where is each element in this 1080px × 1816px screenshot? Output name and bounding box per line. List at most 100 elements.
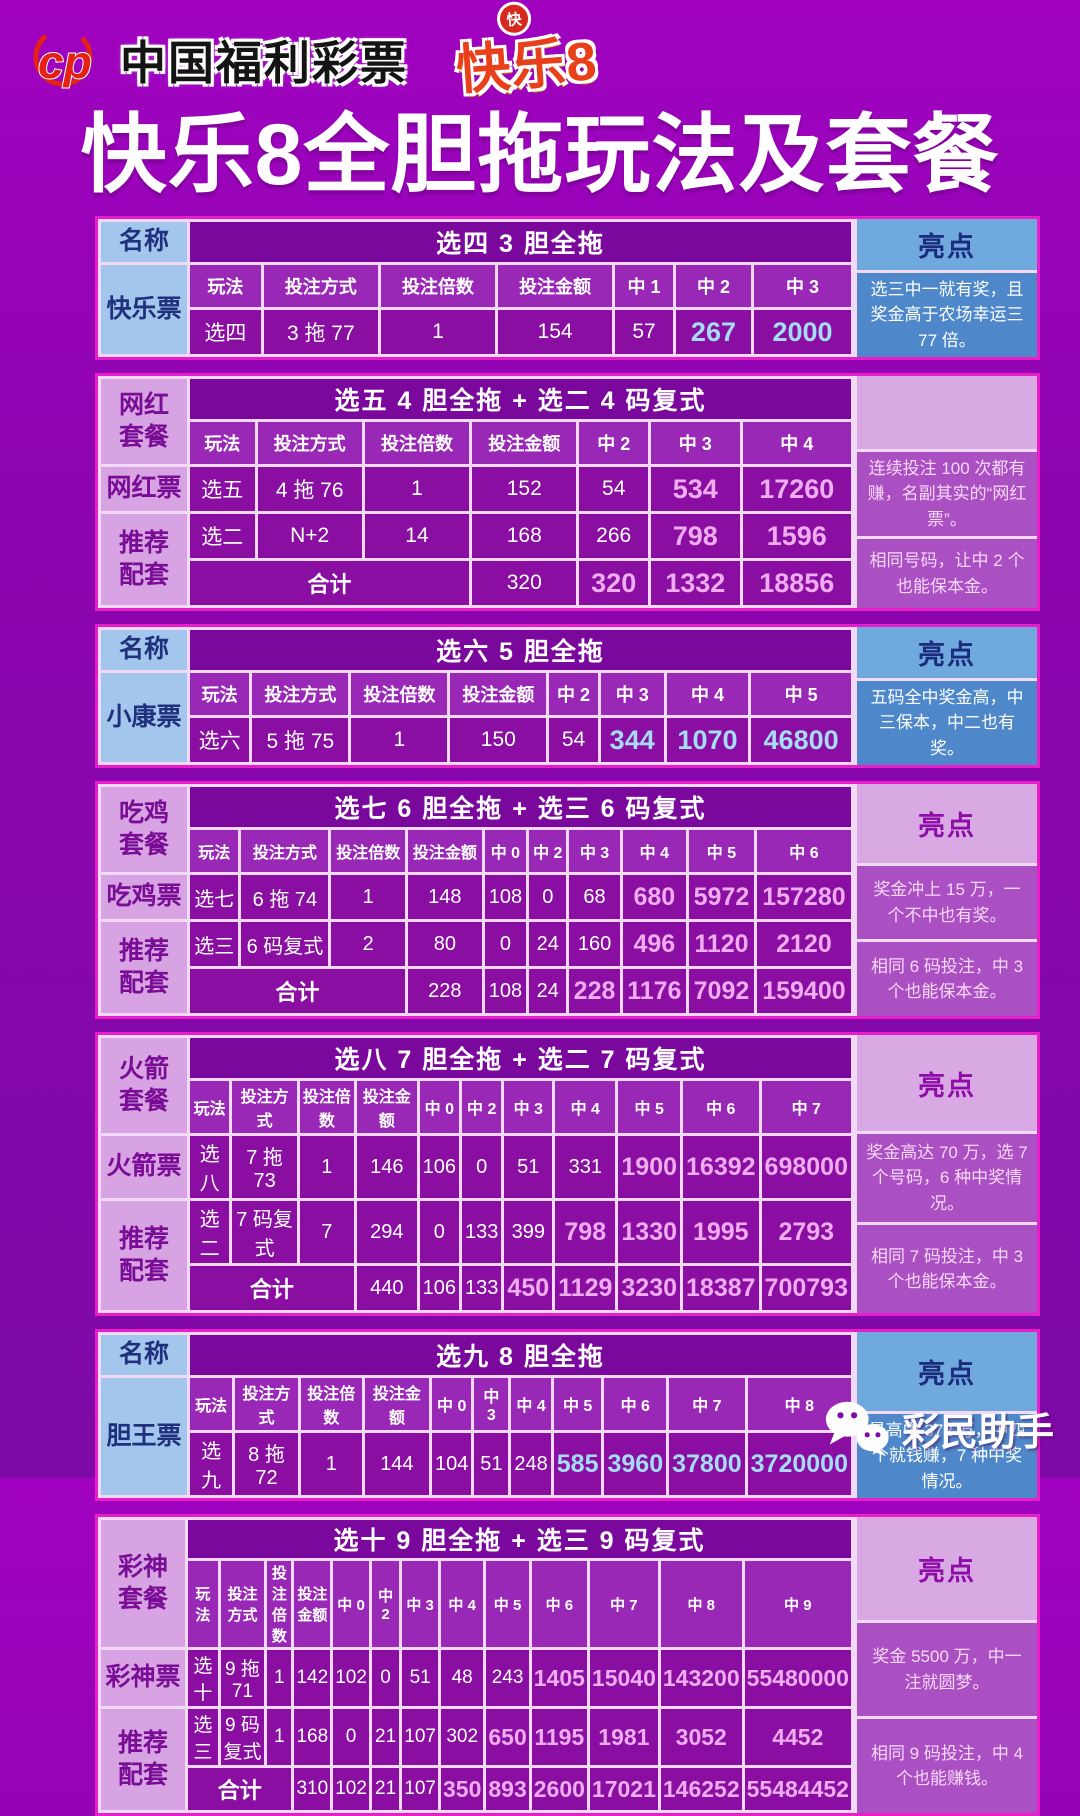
- column-header: 中 4: [619, 827, 690, 875]
- column-header: 中 2: [672, 262, 755, 310]
- cell: 55484452: [741, 1765, 855, 1813]
- column-header: 玩法: [187, 419, 258, 467]
- side-label: 名称: [98, 219, 190, 265]
- cell: 1995: [680, 1198, 762, 1266]
- sum-label: 合计: [184, 1765, 295, 1813]
- cell: 267: [672, 307, 755, 357]
- header: cp 中国福利彩票 快乐8 快: [0, 0, 1080, 104]
- column-header: 中 6: [680, 1078, 762, 1136]
- cell: 496: [619, 919, 690, 969]
- cell: 585: [550, 1430, 605, 1498]
- package-card-wanghong: 网红 套餐 选五 4 胆全拖 + 选二 4 码复式 玩法 投注方式 投注倍数 投注金额中 …: [95, 373, 1040, 611]
- cell: 104: [428, 1430, 475, 1498]
- cell: 2600: [528, 1765, 590, 1813]
- cell: 3960: [601, 1430, 670, 1498]
- cell: 1: [348, 715, 451, 765]
- column-header: 中 3: [501, 1078, 556, 1136]
- cell: 1129: [552, 1263, 619, 1313]
- column-header: 中 4: [739, 419, 854, 467]
- highlight-note: 相同 9 码投注，中 4 个也能赚钱。: [857, 1716, 1037, 1813]
- column-header: 玩法: [186, 827, 242, 875]
- cell: 168: [291, 1706, 334, 1768]
- cell: 440: [353, 1263, 420, 1313]
- column-header: 中 5: [686, 827, 757, 875]
- cell: 108: [481, 966, 530, 1016]
- side-label: 名称: [98, 1332, 190, 1378]
- column-header: 中 2: [368, 1558, 403, 1650]
- column-header: 投注方式: [249, 670, 352, 718]
- cell: 0: [368, 1647, 403, 1709]
- column-header: 投注金额: [353, 1078, 420, 1136]
- package-card-chiji: 吃鸡 套餐 选七 6 胆全拖 + 选三 6 码复式 玩法 投注方式 投注倍数 投注金额中 …: [95, 781, 1040, 1019]
- table-row: 合计 228 108 24 228 1176 7092 159400: [100, 966, 855, 1016]
- column-header: 投注金额: [447, 670, 550, 718]
- table-row: 合计 310 102 21 107 350 893 2600 17021 146252 554844…: [100, 1765, 855, 1813]
- cell: 7092: [686, 966, 757, 1016]
- cell: 146252: [657, 1765, 745, 1813]
- cell: 选二: [186, 1198, 233, 1266]
- cell: 108: [481, 872, 530, 922]
- cell: 选二: [187, 511, 258, 561]
- side-label: 推荐 配套: [98, 511, 190, 608]
- cell: 228: [566, 966, 623, 1016]
- cell: 133: [459, 1263, 505, 1313]
- cell: 选十: [185, 1647, 221, 1709]
- cell: 9 码复式: [217, 1706, 268, 1768]
- cell: 选三: [186, 919, 242, 969]
- table-title: 选十 9 胆全拖 + 选三 9 码复式: [185, 1517, 854, 1561]
- column-header: 中 9: [741, 1558, 855, 1650]
- table-row: 火箭票 选八 7 拖 73 1 146 106 0 51 331 1900 16392 698000: [98, 1133, 855, 1201]
- column-header: 中 3: [399, 1558, 441, 1650]
- highlight-panel: 亮点 五码全中奖金高，中三保本，中二也有奖。: [854, 627, 1037, 765]
- highlight-title: 亮点: [857, 1517, 1037, 1623]
- cell: 320: [469, 558, 580, 608]
- cell: 3230: [615, 1263, 684, 1313]
- cell: 48: [437, 1647, 487, 1709]
- column-header: 中 7: [758, 1078, 855, 1136]
- side-label: 吃鸡票: [98, 872, 190, 922]
- cell: 102: [330, 1765, 372, 1813]
- table-row: 合计 320 320 1332 18856: [100, 558, 854, 608]
- side-label: 推荐 配套: [98, 919, 190, 1016]
- column-header: 中 4: [508, 1375, 554, 1433]
- cell: 51: [471, 1430, 512, 1498]
- cell: 107: [399, 1706, 441, 1768]
- cell: 选四: [187, 307, 264, 357]
- highlight-panel: 亮点 奖金高达 70 万，选 7 个号码，6 种中奖情况。 相同 7 码投注，中 3…: [854, 1035, 1037, 1313]
- cell: 0: [330, 1706, 372, 1768]
- cell: 1: [377, 307, 499, 357]
- table-row: 推荐 配套 选二 7 码复式 7 294 0 133 399 798 1330 1995 2793: [98, 1198, 855, 1313]
- highlight-note: 奖金冲上 15 万，一个不中也有奖。: [857, 865, 1037, 940]
- table-row: 彩神票 选十 9 拖 71 1 142 102 0 51 48 243 1405 15040 14320…: [98, 1647, 855, 1709]
- cell: 228: [405, 966, 485, 1016]
- cell: 7 拖 73: [229, 1133, 300, 1201]
- cell: 0: [481, 919, 530, 969]
- cell: 144: [361, 1430, 433, 1498]
- cell: 700793: [758, 1263, 855, 1313]
- column-header: 中 3: [597, 670, 667, 718]
- side-label: 彩神票: [98, 1647, 188, 1709]
- cell: 18387: [680, 1263, 762, 1313]
- cell: 选九: [186, 1430, 236, 1498]
- cell: 798: [552, 1198, 619, 1266]
- cell: 102: [330, 1647, 372, 1709]
- cell: 350: [437, 1765, 487, 1813]
- cell: 534: [648, 464, 743, 514]
- cell: 146: [353, 1133, 420, 1201]
- highlight-title: [857, 376, 1037, 452]
- cell: 680: [619, 872, 690, 922]
- highlight-note: 相同号码，让中 2 个也能保本金。: [857, 536, 1037, 608]
- package-table-huojian: 火箭 套餐 选八 7 胆全拖 + 选二 7 码复式 玩法 投注方式 投注倍数 投注金额中 …: [98, 1035, 855, 1313]
- sum-label: 合计: [186, 558, 473, 608]
- kl8-logo-badge: 快: [495, 0, 533, 37]
- column-header: 中 5: [483, 1558, 532, 1650]
- cell: 294: [353, 1198, 420, 1266]
- column-header: 玩法: [187, 262, 264, 310]
- table-title: 选六 5 胆全拖: [187, 627, 854, 673]
- column-header: 中 2: [526, 827, 570, 875]
